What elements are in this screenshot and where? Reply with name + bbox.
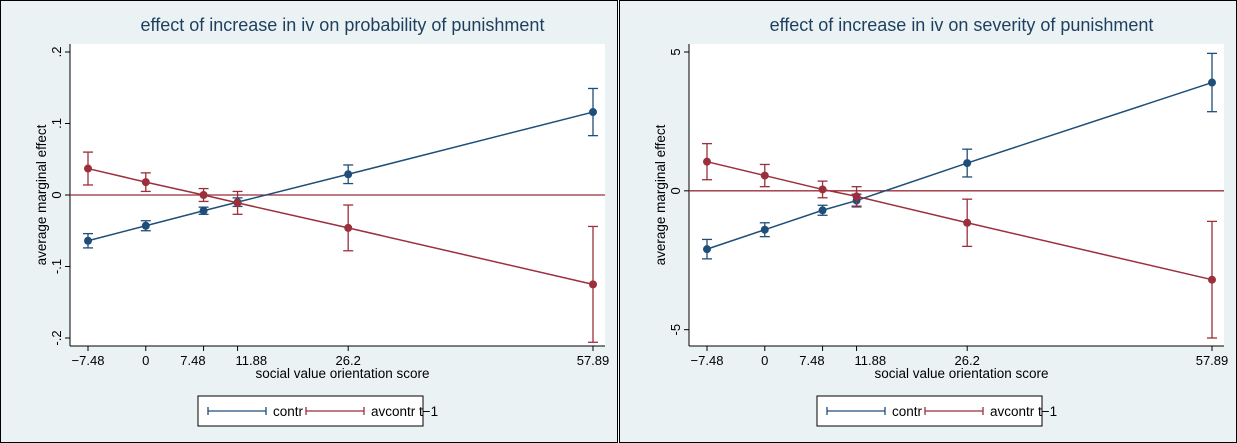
data-point [1208,78,1216,87]
y-axis-label: average marginal effect [34,124,49,265]
x-tick-label: 57.89 [1196,353,1229,368]
data-point [84,236,92,245]
x-tick-label: 11.88 [855,353,887,368]
y-tick-label: -5 [668,324,683,336]
data-point [818,206,827,215]
legend-label: avcontr t−1 [990,404,1057,419]
x-tick-label: 7.48 [799,353,824,368]
data-point [199,206,208,215]
x-tick-label: 0 [761,353,768,368]
chart-title: effect of increase in iv on severity of … [770,15,1154,35]
data-point [1208,275,1216,284]
chart-panel-severity: effect of increase in iv on severity of … [619,0,1237,443]
data-point [84,164,92,173]
data-point [852,192,861,201]
x-axis-label: social value orientation score [874,366,1048,381]
data-point [760,225,769,234]
data-point [233,198,242,207]
data-point [141,221,150,230]
data-point [703,157,711,166]
data-point [199,191,208,199]
chart-severity: effect of increase in iv on severity of … [653,15,1229,427]
data-point [589,280,597,289]
data-point [760,171,769,180]
legend-label: contr [273,404,304,419]
y-tick-label: 0 [49,191,64,198]
y-tick-label: .2 [49,47,64,58]
legend-label: contr [892,404,923,419]
y-tick-label: -.2 [49,330,64,345]
y-tick-label: 0 [668,187,683,194]
data-point [963,218,972,227]
series-line-avcontr [706,160,1213,281]
y-tick-label: .1 [49,118,64,129]
x-tick-label: −7.48 [72,353,105,368]
chart-probability: effect of increase in iv on probability … [34,15,610,427]
data-point [963,159,972,168]
x-tick-label: 7.48 [180,353,205,368]
x-tick-label: 11.88 [236,353,268,368]
y-tick-label: 5 [668,48,683,55]
data-point [589,108,597,117]
data-point [703,245,711,254]
x-axis-label: social value orientation score [255,366,429,381]
series-line-avcontr [87,167,594,286]
data-point [818,185,827,194]
chart-panel-probability: effect of increase in iv on probability … [0,0,618,443]
plot-area [689,44,1224,346]
data-point [141,178,150,187]
x-tick-label: 26.2 [955,353,980,368]
x-tick-label: 0 [142,353,149,368]
x-tick-label: −7.48 [691,353,724,368]
chart-title: effect of increase in iv on probability … [141,15,545,35]
x-tick-label: 26.2 [336,353,361,368]
legend-label: avcontr t−1 [371,404,438,419]
y-tick-label: -.1 [49,259,64,274]
series-line-contr [706,81,1213,250]
data-point [344,170,353,179]
x-tick-label: 57.89 [577,353,610,368]
y-axis-label: average marginal effect [653,124,668,265]
data-point [344,223,353,232]
series-line-contr [87,111,594,242]
